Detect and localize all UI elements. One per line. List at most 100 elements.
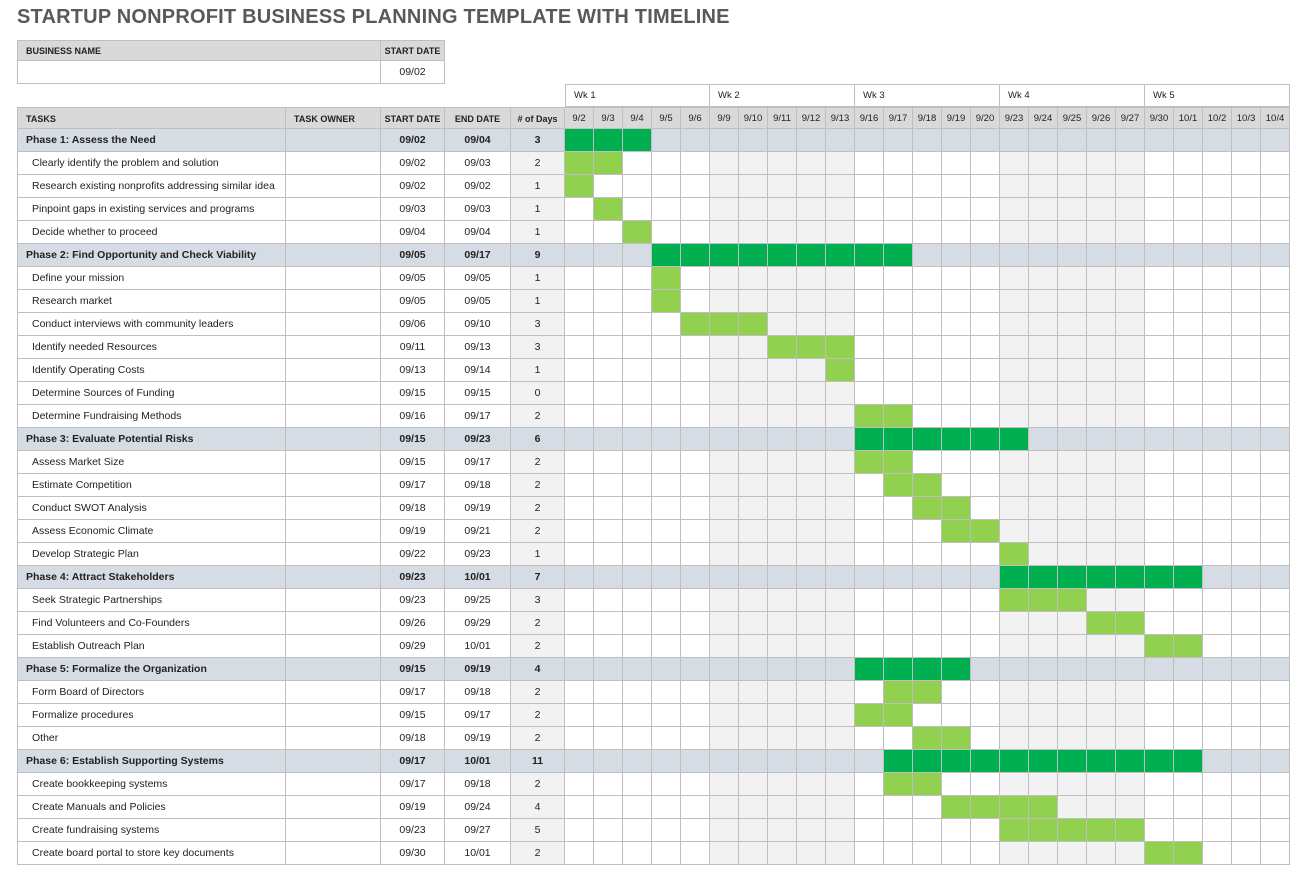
gantt-cell	[855, 198, 884, 221]
gantt-bar	[884, 750, 913, 773]
duration: 1	[511, 543, 565, 566]
gantt-cell	[1087, 658, 1116, 681]
duration: 1	[511, 221, 565, 244]
gantt-cell	[1232, 543, 1261, 566]
gantt-cell	[855, 796, 884, 819]
gantt-cell	[942, 198, 971, 221]
day-header: 9/26	[1087, 107, 1116, 129]
gantt-cell	[1000, 612, 1029, 635]
gantt-cell	[652, 773, 681, 796]
gantt-cell	[942, 704, 971, 727]
gantt-cell	[1029, 244, 1058, 267]
gantt-cell	[1029, 198, 1058, 221]
task-owner	[286, 290, 381, 313]
duration: 2	[511, 704, 565, 727]
gantt-cell	[1174, 612, 1203, 635]
gantt-cell	[971, 589, 1000, 612]
gantt-cell	[594, 313, 623, 336]
phase-name: Phase 2: Find Opportunity and Check Viab…	[17, 244, 286, 267]
task-owner	[286, 750, 381, 773]
gantt-cell	[971, 336, 1000, 359]
gantt-cell	[855, 543, 884, 566]
gantt-bar	[884, 405, 913, 428]
gantt-bar	[1087, 750, 1116, 773]
gantt-bar	[681, 313, 710, 336]
gantt-cell	[855, 497, 884, 520]
end-date: 09/03	[445, 152, 511, 175]
task-owner	[286, 451, 381, 474]
gantt-cell	[1261, 129, 1290, 152]
gantt-cell	[1232, 129, 1261, 152]
gantt-cell	[739, 819, 768, 842]
gantt-cell	[1261, 359, 1290, 382]
gantt-cell	[1029, 428, 1058, 451]
duration: 2	[511, 635, 565, 658]
gantt-bar	[855, 704, 884, 727]
gantt-bar	[855, 405, 884, 428]
gantt-cell	[1174, 773, 1203, 796]
gantt-cell	[1000, 267, 1029, 290]
gantt-bar	[826, 244, 855, 267]
task-name: Find Volunteers and Co-Founders	[17, 612, 286, 635]
gantt-cell	[1000, 405, 1029, 428]
start-date: 09/18	[381, 727, 445, 750]
gantt-cell	[565, 704, 594, 727]
gantt-cell	[594, 405, 623, 428]
gantt-cell	[652, 359, 681, 382]
end-date: 09/19	[445, 727, 511, 750]
gantt-bar	[913, 750, 942, 773]
gantt-cell	[826, 566, 855, 589]
task-owner	[286, 819, 381, 842]
gantt-cell	[739, 704, 768, 727]
gantt-cell	[768, 658, 797, 681]
gantt-cell	[1203, 359, 1232, 382]
phase-name: Phase 5: Formalize the Organization	[17, 658, 286, 681]
gantt-cell	[565, 405, 594, 428]
gantt-cell	[1058, 520, 1087, 543]
gantt-bar	[1116, 750, 1145, 773]
day-header: 9/5	[652, 107, 681, 129]
gantt-cell	[1174, 313, 1203, 336]
gantt-cell	[913, 336, 942, 359]
gantt-bar	[1116, 566, 1145, 589]
gantt-cell	[710, 497, 739, 520]
task-owner	[286, 267, 381, 290]
gantt-cell	[710, 290, 739, 313]
gantt-cell	[768, 612, 797, 635]
gantt-cell	[884, 566, 913, 589]
gantt-cell	[797, 497, 826, 520]
gantt-cell	[768, 681, 797, 704]
gantt-cell	[1261, 244, 1290, 267]
gantt-cell	[739, 451, 768, 474]
day-header: 9/4	[623, 107, 652, 129]
start-date: 09/15	[381, 382, 445, 405]
gantt-cell	[710, 681, 739, 704]
end-date: 09/29	[445, 612, 511, 635]
gantt-cell	[681, 129, 710, 152]
end-date: 09/18	[445, 681, 511, 704]
gantt-cell	[1203, 681, 1232, 704]
gantt-cell	[1145, 336, 1174, 359]
gantt-cell	[1058, 497, 1087, 520]
gantt-cell	[913, 819, 942, 842]
gantt-cell	[1116, 221, 1145, 244]
gantt-cell	[913, 842, 942, 865]
gantt-cell	[1145, 428, 1174, 451]
gantt-cell	[1232, 152, 1261, 175]
day-header: 9/9	[710, 107, 739, 129]
week-label: Wk 1	[565, 84, 710, 107]
gantt-cell	[594, 773, 623, 796]
gantt-cell	[1000, 704, 1029, 727]
gantt-cell	[1174, 129, 1203, 152]
gantt-cell	[565, 244, 594, 267]
gantt-cell	[768, 796, 797, 819]
task-owner	[286, 727, 381, 750]
gantt-cell	[1058, 796, 1087, 819]
gantt-cell	[855, 842, 884, 865]
day-header: 9/20	[971, 107, 1000, 129]
start-date: 09/02	[381, 129, 445, 152]
gantt-cell	[1203, 727, 1232, 750]
duration: 1	[511, 267, 565, 290]
gantt-bar	[942, 520, 971, 543]
gantt-cell	[1203, 451, 1232, 474]
